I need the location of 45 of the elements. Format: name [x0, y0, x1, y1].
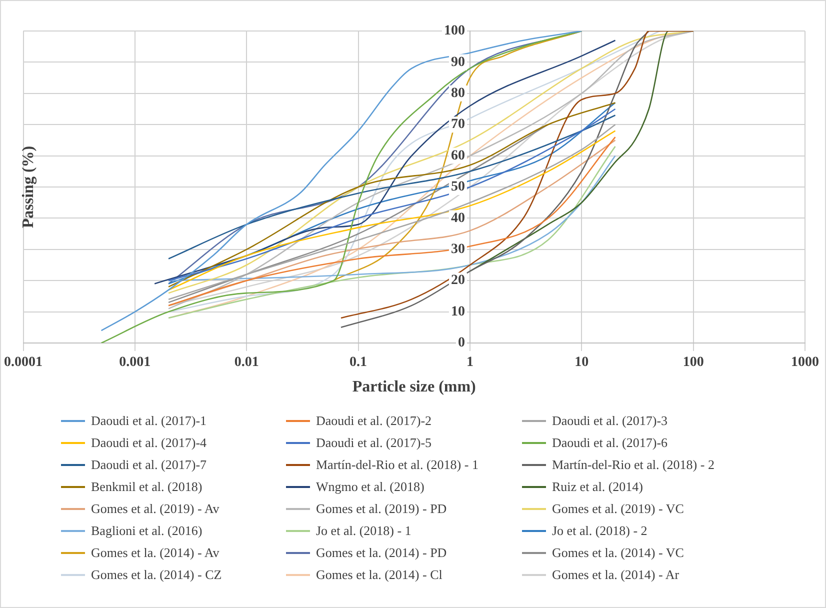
- x-tick-label: 0.001: [119, 355, 151, 370]
- legend-label: Gomes et la. (2014) - CZ: [91, 567, 222, 583]
- y-tick-label: 100: [444, 24, 465, 39]
- y-axis-title: Passing (%): [20, 146, 38, 228]
- x-axis-title: Particle size (mm): [352, 378, 476, 396]
- legend-label: Benkmil et al. (2018): [91, 479, 202, 495]
- legend-label: Daoudi et al. (2017)-1: [91, 413, 207, 429]
- x-tick-label: 0.1: [350, 355, 368, 370]
- legend-label: Gomes et la. (2014) - PD: [316, 545, 447, 561]
- legend-label: Gomes et la. (2014) - Cl: [316, 567, 442, 583]
- legend-label: Gomes et al. (2019) - PD: [316, 501, 447, 517]
- y-tick-label: 0: [458, 336, 465, 351]
- x-tick-label: 0.01: [234, 355, 259, 370]
- legend-label: Gomes et al. (2019) - VC: [552, 501, 684, 517]
- legend-label: Gomes et la. (2014) - Ar: [552, 567, 680, 583]
- legend-label: Wngmo et al. (2018): [316, 479, 424, 495]
- legend-label: Daoudi et al. (2017)-2: [316, 413, 432, 429]
- x-tick-label: 1: [466, 355, 474, 370]
- y-tick-label: 50: [450, 180, 465, 195]
- y-tick-label: 40: [450, 210, 465, 226]
- legend-label: Ruiz et al. (2014): [552, 479, 643, 495]
- legend-label: Jo et al. (2018) - 2: [552, 523, 648, 539]
- y-tick-label: 20: [450, 273, 465, 288]
- x-tick-label: 100: [682, 355, 704, 370]
- y-tick-label: 70: [450, 117, 465, 132]
- legend-label: Martín-del-Rio et al. (2018) - 1: [316, 457, 478, 473]
- legend-label: Gomes et la. (2014) - Av: [91, 545, 220, 561]
- y-tick-label: 60: [450, 148, 465, 164]
- legend-label: Martín-del-Rio et al. (2018) - 2: [552, 457, 714, 473]
- legend-label: Baglioni et al. (2016): [91, 523, 202, 539]
- y-tick-label: 90: [450, 54, 465, 70]
- y-tick-label: 10: [450, 304, 465, 320]
- x-tick-label: 1000: [791, 355, 819, 370]
- legend-label: Daoudi et al. (2017)-5: [316, 435, 432, 451]
- y-tick-label: 30: [450, 242, 465, 258]
- x-tick-label: 10: [574, 355, 589, 370]
- y-tick-label: 80: [450, 86, 465, 102]
- legend-label: Gomes et la. (2014) - VC: [552, 545, 684, 561]
- legend-label: Daoudi et al. (2017)-4: [91, 435, 207, 451]
- legend-label: Jo et al. (2018) - 1: [316, 523, 412, 539]
- x-tick-label: 0.0001: [4, 355, 42, 370]
- legend-label: Daoudi et al. (2017)-7: [91, 457, 207, 473]
- legend-label: Gomes et al. (2019) - Av: [91, 501, 220, 517]
- legend-label: Daoudi et al. (2017)-6: [552, 435, 668, 451]
- legend-label: Daoudi et al. (2017)-3: [552, 413, 668, 429]
